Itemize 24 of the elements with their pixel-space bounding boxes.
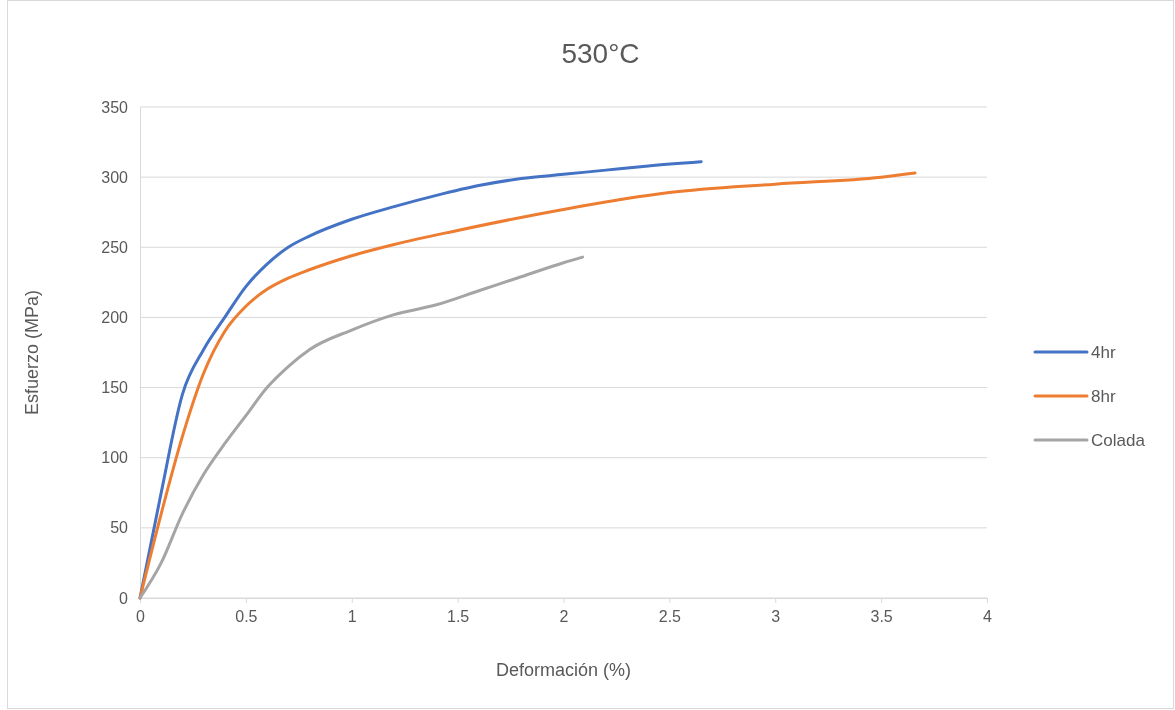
legend-label: Colada (1091, 431, 1146, 450)
x-tick-label: 3 (771, 608, 781, 625)
y-tick-label: 0 (119, 589, 129, 607)
y-tick-label: 150 (101, 379, 129, 397)
y-tick-label: 350 (101, 98, 129, 116)
y-axis-title: Esfuerzo (MPa) (22, 289, 42, 416)
legend-label: 8hr (1091, 387, 1116, 406)
x-tick-label: 2.5 (658, 608, 682, 625)
y-tick-label: 250 (101, 238, 129, 256)
y-tick-label: 300 (101, 168, 129, 186)
x-tick-label: 0 (136, 608, 146, 625)
y-tick-label: 50 (110, 519, 129, 537)
x-tick-label: 4 (983, 608, 993, 625)
legend-label: 4hr (1091, 343, 1116, 362)
y-tick-label: 100 (101, 449, 129, 467)
line-series (138, 255, 585, 600)
y-tick-label: 200 (101, 309, 129, 327)
x-tick-label: 0.5 (235, 608, 258, 625)
x-tick-label: 1.5 (447, 608, 470, 625)
x-tick-label: 1 (347, 608, 357, 625)
chart-title: 530°C (561, 38, 640, 69)
x-tick-label: 2 (559, 608, 569, 625)
x-axis-title: Deformación (%) (495, 660, 632, 680)
x-tick-label: 3.5 (870, 608, 893, 625)
